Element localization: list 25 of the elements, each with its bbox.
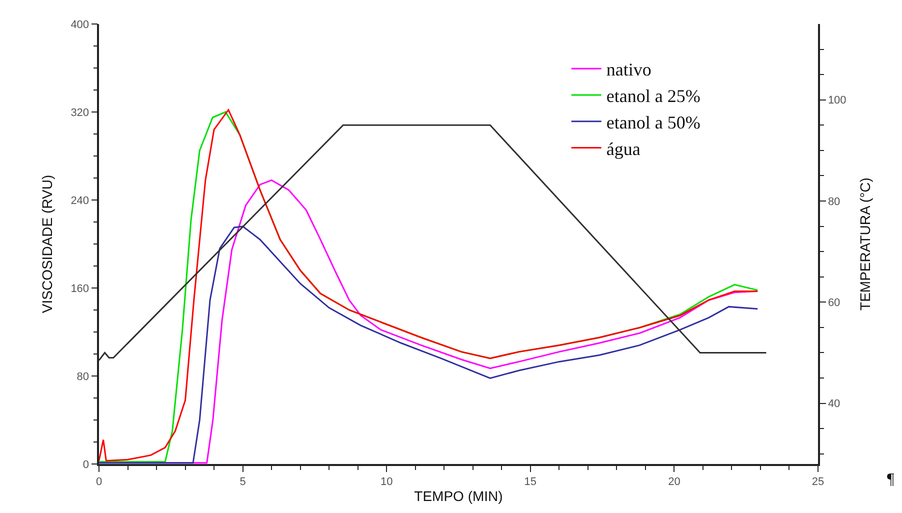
x-tick-label: 10 bbox=[380, 476, 393, 488]
y2-tick-label: 60 bbox=[828, 297, 840, 310]
text: ¶ bbox=[887, 471, 895, 488]
y-tick-label: 0 bbox=[82, 458, 90, 471]
y2-axis-title: TEMPERATURA (°C) bbox=[857, 178, 874, 310]
y2-tick-label: 80 bbox=[828, 196, 840, 208]
y-tick-label: 160 bbox=[70, 282, 90, 295]
legend-label: etanol a 25% bbox=[606, 86, 700, 106]
y-tick-label: 240 bbox=[70, 194, 90, 207]
x-axis-title: TEMPO (MIN) bbox=[414, 488, 503, 504]
legend-label: nativo bbox=[606, 60, 652, 80]
y2-tick-label: 40 bbox=[828, 398, 840, 410]
legend-label: água bbox=[606, 138, 640, 159]
y-axis-title: VISCOSIDADE (RVU) bbox=[38, 174, 55, 314]
y2-tick-label: 100 bbox=[828, 94, 846, 107]
x-tick-label: 5 bbox=[240, 476, 246, 488]
x-tick-label: 0 bbox=[96, 476, 102, 488]
y-tick-label: 320 bbox=[70, 106, 90, 119]
y-tick-label: 80 bbox=[76, 370, 90, 383]
x-tick-label: 20 bbox=[668, 476, 680, 488]
x-tick-label: 25 bbox=[812, 476, 824, 488]
y-tick-label: 400 bbox=[70, 18, 90, 31]
legend-label: etanol a 50% bbox=[606, 112, 700, 132]
x-tick-label: 15 bbox=[524, 476, 537, 488]
line-series bbox=[99, 226, 758, 464]
